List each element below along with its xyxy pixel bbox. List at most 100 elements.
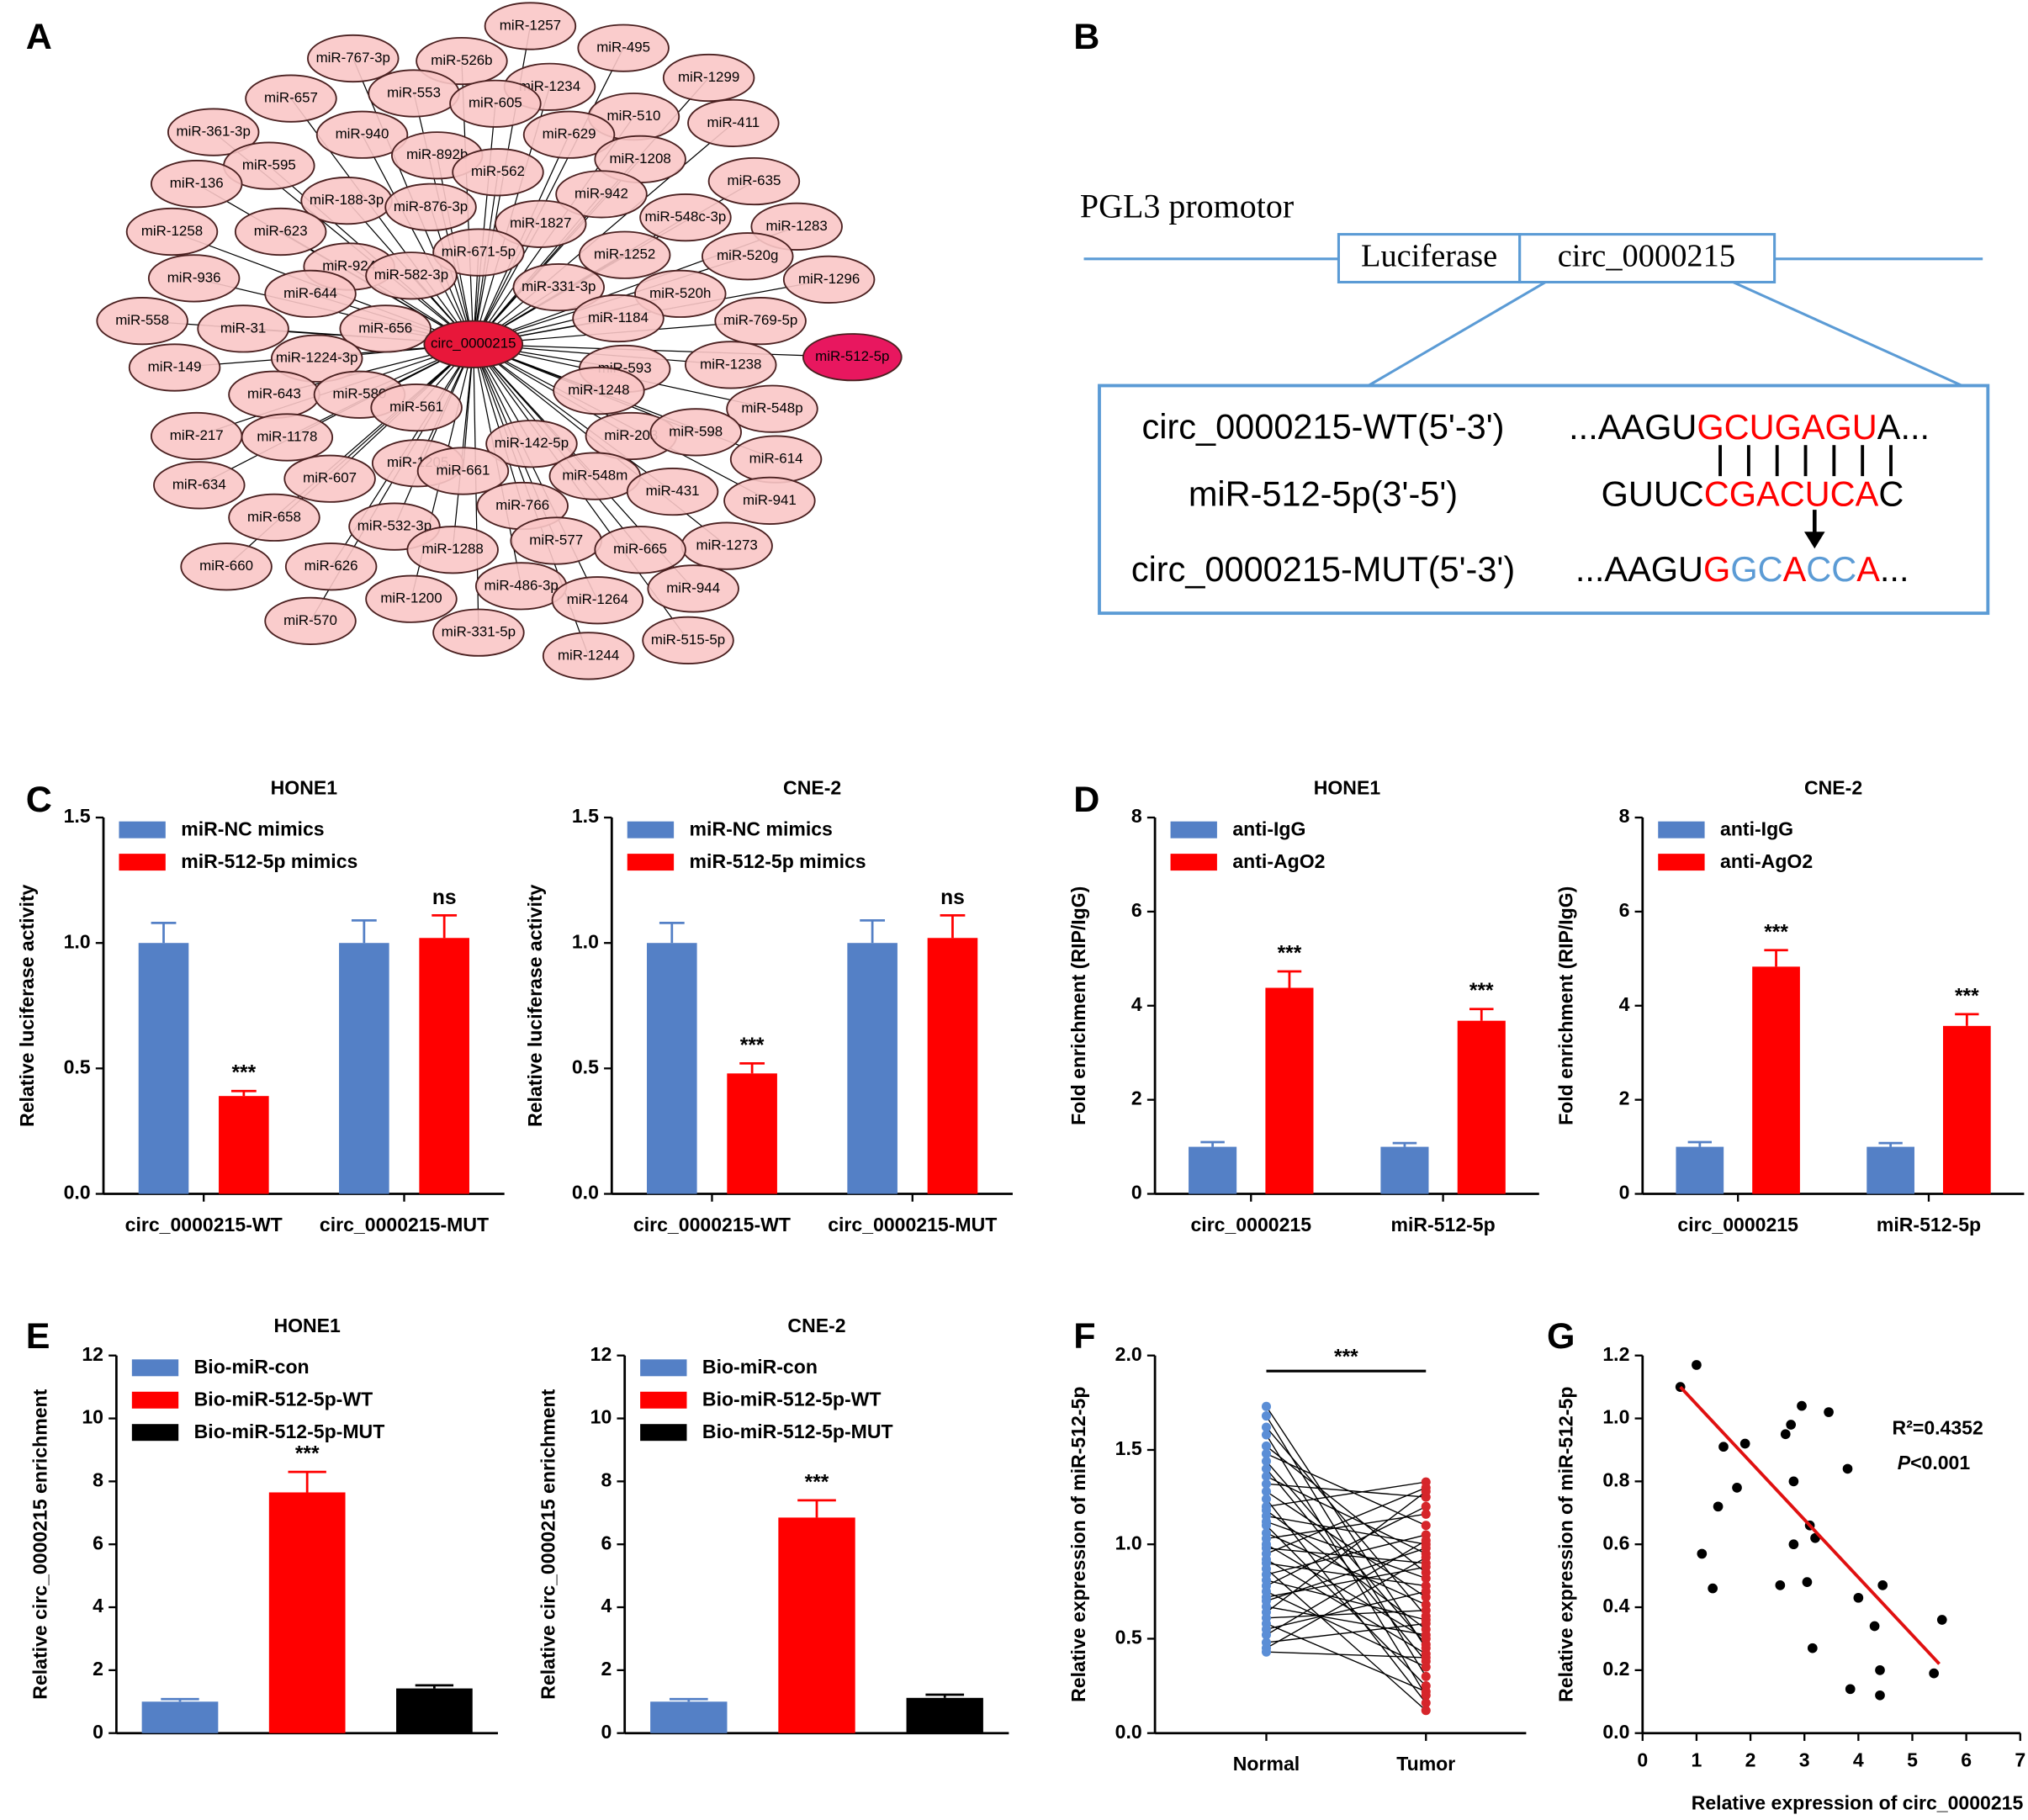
pair-link xyxy=(1266,1543,1427,1640)
node xyxy=(639,193,732,242)
node-label: miR-548m xyxy=(562,468,627,484)
node-label: miR-1264 xyxy=(567,591,628,607)
point xyxy=(1936,1615,1947,1625)
pair-link xyxy=(1266,1475,1427,1555)
legend-label: anti-IgG xyxy=(1232,818,1305,840)
node xyxy=(512,263,605,312)
y-axis-label: Relative circ_0000215 enrichment xyxy=(29,1389,50,1699)
point xyxy=(1732,1483,1742,1493)
y-tick-label: 6 xyxy=(93,1532,103,1553)
y-tick-label: 2 xyxy=(93,1658,103,1680)
node-label: miR-892b xyxy=(406,146,468,162)
point xyxy=(1261,1422,1272,1432)
node xyxy=(416,36,508,86)
node-label: miR-1299 xyxy=(678,69,739,85)
significance: *** xyxy=(1278,942,1302,965)
highlight-label: miR-512-5p xyxy=(815,348,889,364)
circ-box xyxy=(1518,233,1776,284)
y-tick-label: 4 xyxy=(1619,993,1630,1015)
y-tick-label: 0.0 xyxy=(64,1182,91,1204)
node xyxy=(649,408,742,457)
node xyxy=(707,156,801,206)
node-label: miR-1258 xyxy=(141,223,203,239)
node-label: miR-665 xyxy=(613,541,667,557)
significance: *** xyxy=(1469,980,1494,1003)
node-label: miR-940 xyxy=(336,126,389,142)
node-label: miR-598 xyxy=(669,423,723,439)
sequence-segment: ...AAGU xyxy=(1569,407,1697,447)
point xyxy=(1421,1618,1431,1629)
bar xyxy=(138,943,189,1194)
y-tick-label: 0.2 xyxy=(1602,1658,1629,1680)
node-label: miR-657 xyxy=(264,90,318,106)
sequence-segment: ... xyxy=(1880,549,1909,589)
node-label: miR-614 xyxy=(749,451,803,467)
node xyxy=(153,461,246,510)
point xyxy=(1261,1463,1272,1473)
y-tick-label: 1.0 xyxy=(1115,1532,1142,1553)
bar xyxy=(1752,966,1800,1194)
point xyxy=(1853,1592,1864,1603)
node xyxy=(485,420,578,468)
node-label: miR-520h xyxy=(649,285,711,301)
y-tick-label: 1.0 xyxy=(64,930,91,952)
node xyxy=(555,170,648,219)
y-axis-label: Relative luciferase activity xyxy=(16,884,38,1126)
node xyxy=(626,467,719,516)
point xyxy=(1421,1698,1431,1708)
node-label: miR-526b xyxy=(431,52,492,68)
bar xyxy=(927,938,978,1194)
x-tick-label: Tumor xyxy=(1396,1753,1455,1775)
node xyxy=(551,576,644,625)
node-label: miR-515-5p xyxy=(651,632,725,648)
node-label: miR-942 xyxy=(575,185,628,201)
node-label: miR-136 xyxy=(170,175,224,191)
node-label: miR-1257 xyxy=(500,18,561,34)
point xyxy=(1261,1411,1272,1421)
x-tick-label: 4 xyxy=(1853,1749,1864,1771)
node-label: miR-634 xyxy=(172,476,226,492)
legend-label: miR-512-5p mimics xyxy=(181,850,357,872)
y-tick-label: 2 xyxy=(601,1658,612,1680)
point xyxy=(1261,1630,1272,1640)
panel-label: B xyxy=(1073,17,1099,57)
sequence: ...AAGUGCUGAGUA... xyxy=(1569,407,1930,447)
point xyxy=(1788,1476,1799,1487)
node-label: miR-876-3p xyxy=(394,198,468,214)
node xyxy=(339,304,432,353)
pair-link xyxy=(1266,1521,1427,1579)
sequence-segment: CGACUCA xyxy=(1704,474,1879,514)
x-tick-label: 6 xyxy=(1961,1749,1972,1771)
node-label: miR-769-5p xyxy=(723,312,797,328)
point xyxy=(1869,1621,1880,1632)
node xyxy=(365,574,458,623)
y-tick-label: 2.0 xyxy=(1115,1343,1142,1365)
pair-link xyxy=(1266,1557,1427,1649)
legend-label: anti-AgO2 xyxy=(1232,850,1325,872)
sequence-segment: GC xyxy=(1730,549,1782,589)
node-label: miR-520g xyxy=(717,247,778,263)
y-tick-label: 4 xyxy=(601,1595,612,1616)
sequence-segment: A xyxy=(1783,549,1807,589)
legend-swatch xyxy=(131,1359,179,1377)
node xyxy=(270,334,363,383)
point xyxy=(1261,1430,1272,1440)
node-label: miR-656 xyxy=(358,320,412,336)
x-tick-label: 0 xyxy=(1637,1749,1648,1771)
y-tick-label: 2 xyxy=(1619,1087,1630,1109)
node-label: miR-1296 xyxy=(798,271,860,287)
node-label: miR-661 xyxy=(437,462,490,478)
node-label: miR-411 xyxy=(707,114,760,130)
edge xyxy=(473,343,853,358)
node xyxy=(416,447,510,495)
point xyxy=(1421,1501,1431,1511)
panel-label: D xyxy=(1073,780,1099,820)
significance: *** xyxy=(740,1034,765,1057)
pair-link xyxy=(1266,1622,1427,1692)
x-tick-label: circ_0000215-WT xyxy=(125,1214,283,1235)
legend-label: Bio-miR-con xyxy=(702,1356,818,1378)
edge xyxy=(361,134,474,345)
y-tick-label: 0.5 xyxy=(1115,1627,1142,1648)
bar xyxy=(906,1697,983,1733)
bar xyxy=(1265,987,1314,1194)
